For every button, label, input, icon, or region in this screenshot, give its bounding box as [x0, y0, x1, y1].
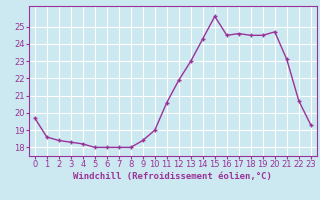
X-axis label: Windchill (Refroidissement éolien,°C): Windchill (Refroidissement éolien,°C) [73, 172, 272, 181]
